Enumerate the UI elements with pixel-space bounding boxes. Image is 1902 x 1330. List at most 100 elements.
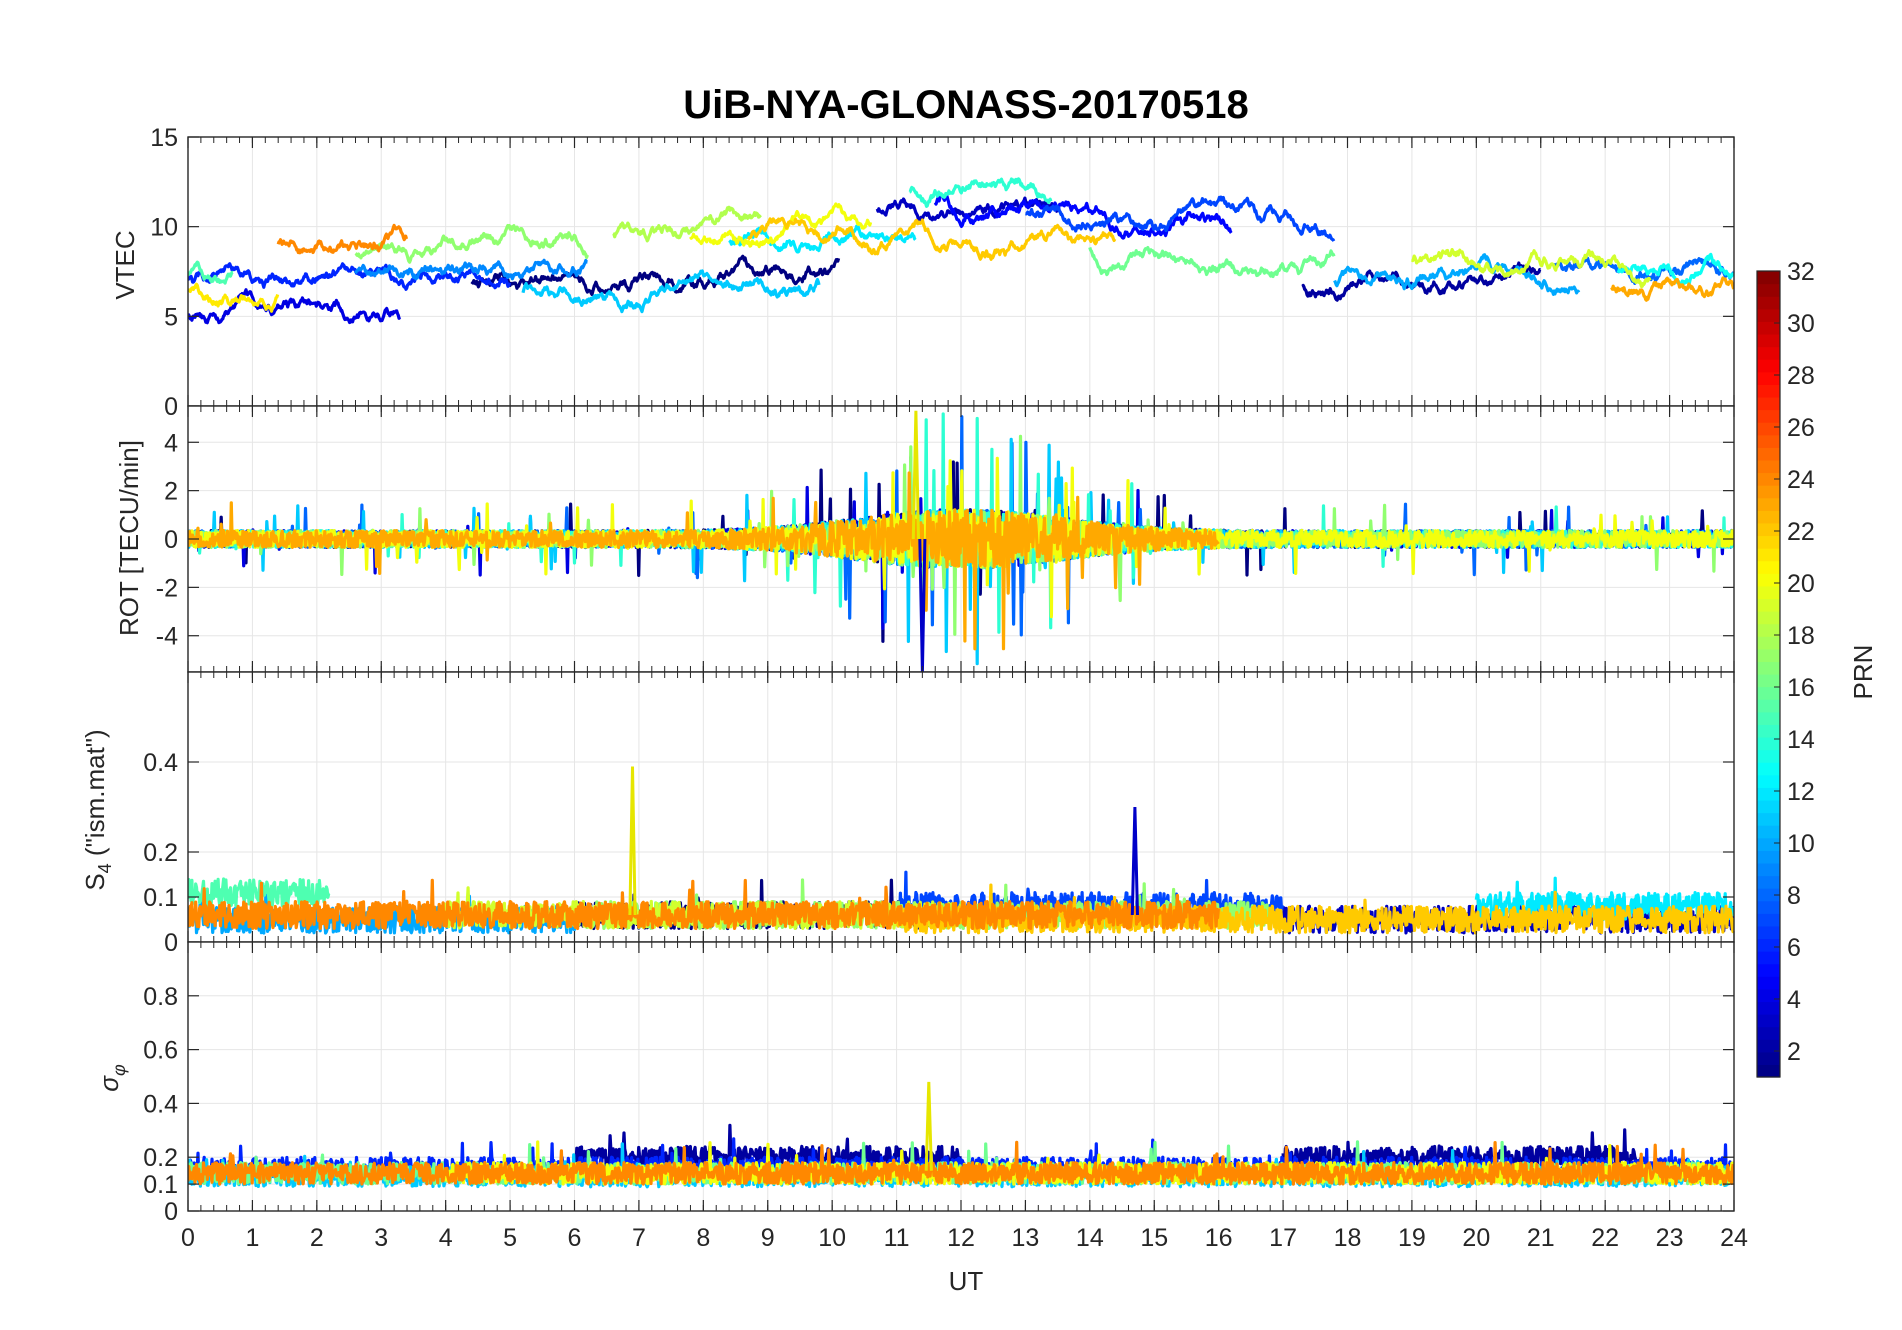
colorbar-band <box>1757 522 1780 537</box>
vtec-ytick-label: 5 <box>164 303 178 331</box>
rot-series-prn-23 <box>188 471 1220 651</box>
x-tick-label: 23 <box>1656 1224 1684 1252</box>
colorbar-tick-label: 18 <box>1787 622 1815 650</box>
vtec-series-prn-22 <box>746 216 1117 261</box>
s4-series-prn-24 <box>188 878 1220 931</box>
colorbar-band <box>1757 308 1780 322</box>
colorbar-tick-label: 28 <box>1787 362 1815 390</box>
colorbar-band <box>1757 913 1780 927</box>
sigma-ytick-label: 0.1 <box>143 1171 178 1199</box>
colorbar-band <box>1757 472 1780 486</box>
x-tick-label: 6 <box>568 1224 582 1252</box>
colorbar-band <box>1757 875 1780 889</box>
colorbar-band <box>1757 321 1780 335</box>
x-tick-label: 10 <box>818 1224 846 1252</box>
colorbar-band <box>1757 535 1780 549</box>
colorbar-band <box>1757 799 1780 814</box>
rot-spike <box>918 538 927 672</box>
vtec-series-prn-23 <box>1610 276 1734 302</box>
colorbar-band <box>1757 497 1780 511</box>
colorbar-band <box>1757 951 1780 965</box>
colorbar-band <box>1757 963 1780 977</box>
colorbar-band <box>1757 1039 1780 1053</box>
colorbar-label: PRN <box>1848 645 1878 700</box>
colorbar-tick-label: 32 <box>1787 258 1815 286</box>
vtec-series-prn-21 <box>188 282 280 313</box>
rot-panel: -4 -2 0 2 4 <box>156 405 1735 673</box>
rot-spike <box>911 410 920 540</box>
sigma-spike <box>924 1081 933 1171</box>
x-tick-label: 16 <box>1205 1224 1233 1252</box>
colorbar-band <box>1757 938 1780 952</box>
colorbar-band <box>1757 1064 1780 1078</box>
vtec-series-prn-20 <box>689 202 873 249</box>
x-tick-label: 13 <box>1012 1224 1040 1252</box>
x-tick-label: 1 <box>245 1224 259 1252</box>
colorbar-tick-label: 14 <box>1787 726 1815 754</box>
colorbar-band <box>1757 510 1780 524</box>
colorbar-band <box>1757 1014 1780 1028</box>
colorbar-band <box>1757 636 1780 650</box>
vtec-series-prn-16 <box>1088 245 1336 279</box>
s4-ylabel-sub: 4 <box>95 863 115 873</box>
vtec-series-prn-4 <box>188 288 402 325</box>
colorbar-band <box>1757 787 1780 801</box>
colorbar-band <box>1757 371 1780 385</box>
colorbar-band <box>1757 422 1780 436</box>
x-tick-label: 8 <box>696 1224 710 1252</box>
x-tick-label: 5 <box>503 1224 517 1252</box>
x-axis-title: UT <box>949 1266 984 1296</box>
x-tick-label: 17 <box>1269 1224 1297 1252</box>
colorbar-tick-label: 22 <box>1787 518 1815 546</box>
x-tick-label: 14 <box>1076 1224 1104 1252</box>
x-tick-label: 24 <box>1720 1224 1748 1252</box>
colorbar-band <box>1757 686 1780 700</box>
colorbar-band <box>1757 699 1780 713</box>
vtec-ytick-label: 15 <box>150 124 178 152</box>
vtec-series-prn-9 <box>354 258 589 281</box>
vtec-series-prn-10 <box>1333 253 1581 296</box>
colorbar-tick-label: 2 <box>1787 1038 1801 1066</box>
colorbar-band <box>1757 976 1780 990</box>
vtec-series-prn-11 <box>521 269 821 314</box>
colorbar-band <box>1757 573 1780 587</box>
s4-series-group <box>188 766 1734 935</box>
s4-spike <box>1130 806 1139 916</box>
vtec-series-prn-1 <box>470 254 841 297</box>
colorbar-tick-label: 24 <box>1787 466 1815 494</box>
colorbar-band <box>1757 988 1780 1003</box>
sigma-ylabel-main: σ <box>94 1075 124 1092</box>
x-tick-label: 22 <box>1591 1224 1619 1252</box>
vtec-series-prn-24 <box>276 223 409 255</box>
rot-ytick-label: 0 <box>164 526 178 554</box>
vtec-series-prn-18 <box>612 205 762 243</box>
x-tick-label: 4 <box>439 1224 453 1252</box>
x-tick-label: 3 <box>374 1224 388 1252</box>
colorbar-band <box>1757 447 1780 461</box>
colorbar-band <box>1757 648 1780 663</box>
sigma-ytick-label: 0.4 <box>143 1090 178 1118</box>
s4-spike <box>628 766 637 916</box>
colorbar-band <box>1757 409 1780 423</box>
colorbar-band <box>1757 611 1780 625</box>
colorbar-band <box>1757 585 1780 600</box>
rot-ytick-label: 2 <box>164 478 178 506</box>
s4-ylabel-rest: ("ism.mat") <box>80 729 110 863</box>
s4-ytick-label: 0.2 <box>143 839 178 867</box>
sigma-axes-box <box>187 941 1735 1212</box>
x-tick-label: 19 <box>1398 1224 1426 1252</box>
vtec-series-prn-7 <box>1024 195 1336 242</box>
colorbar-tick-label: 20 <box>1787 570 1815 598</box>
x-tick-label: 7 <box>632 1224 646 1252</box>
colorbar-band <box>1757 774 1780 788</box>
colorbar-band <box>1757 749 1780 763</box>
colorbar-band <box>1757 661 1780 675</box>
x-tick-label: 15 <box>1140 1224 1168 1252</box>
colorbar-tick-label: 6 <box>1787 934 1801 962</box>
s4-ylabel: S4 ("ism.mat") <box>80 729 115 890</box>
colorbar-band <box>1757 1026 1780 1040</box>
colorbar-tick-label: 4 <box>1787 986 1801 1014</box>
vtec-ytick-label: 10 <box>150 214 178 242</box>
